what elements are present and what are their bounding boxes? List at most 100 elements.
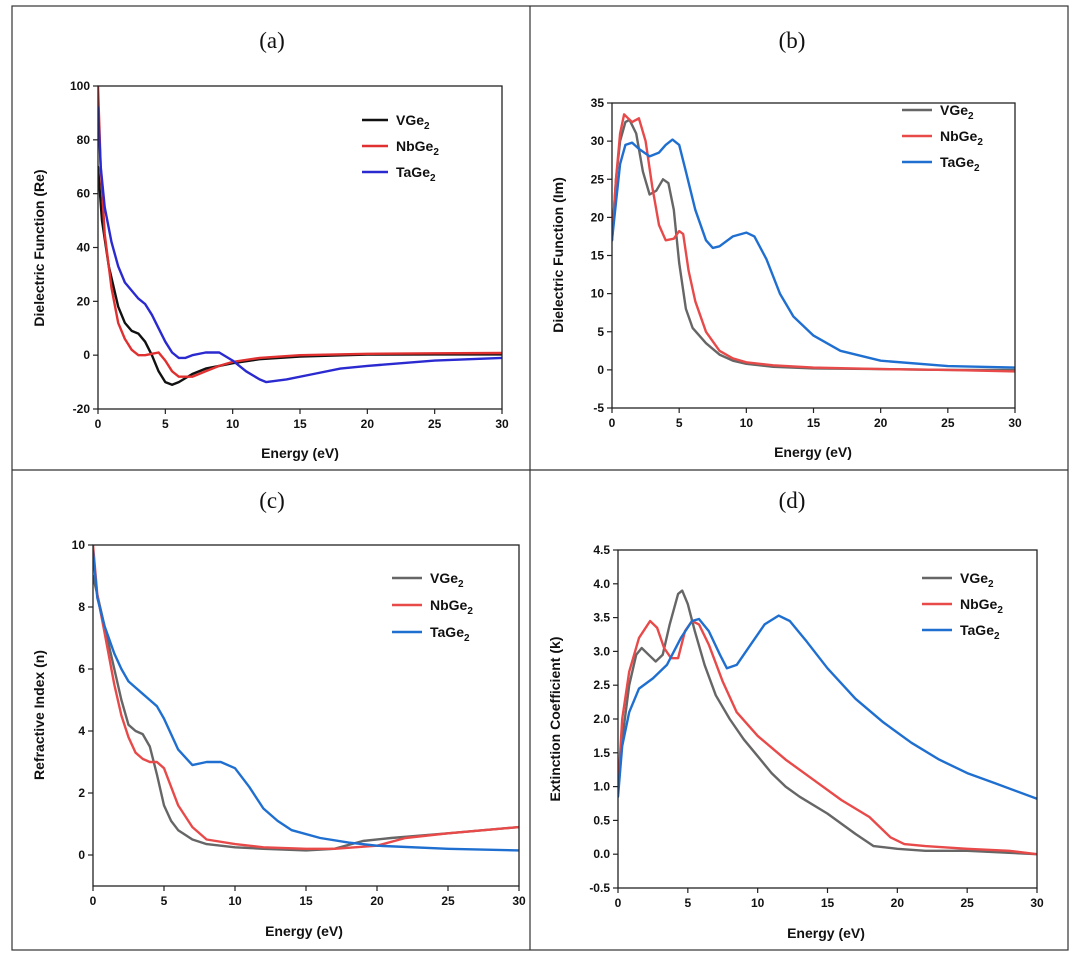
x-tick-label: 20 [874, 416, 888, 430]
y-tick-label: 0.5 [593, 813, 610, 827]
y-tick-label: 8 [78, 600, 85, 614]
panel-a: (a) 0 5 10 15 20 25 30 -20 0 20 40 60 80 100 Energy (eV… [31, 28, 509, 461]
legend-label: VGe2 [960, 570, 994, 590]
y-tick-label: 10 [72, 538, 86, 552]
y-tick-label: 4.0 [593, 577, 610, 591]
y-tick-label: 1.0 [593, 780, 610, 794]
x-tick-label: 0 [95, 417, 102, 431]
panel-label: (a) [259, 28, 285, 53]
figure-border [11, 5, 1069, 951]
legend-label: TaGe2 [960, 622, 1000, 642]
panel-b: (b) 0 5 10 15 20 25 30 -5 0 5 10 15 20 25 30 35 Energy (e… [550, 28, 1022, 460]
x-tick-label: 30 [1030, 896, 1044, 910]
legend-label: TaGe2 [430, 624, 470, 644]
y-axis-title: Dielectric Function (Re) [31, 169, 47, 326]
y-tick-label: 2.0 [593, 712, 610, 726]
series-group [618, 589, 1037, 856]
legend-label: VGe2 [430, 570, 464, 590]
y-axis-title: Dielectric Function (Im) [550, 177, 566, 333]
series-line-vge2 [98, 165, 502, 386]
x-tick-label: 25 [428, 417, 442, 431]
series-line-tage2 [98, 106, 502, 384]
y-tick-label: 6 [78, 662, 85, 676]
panel-c: (c) 0 5 10 15 20 25 30 0 2 4 6 8 10 Energy (eV) Refract… [31, 488, 526, 939]
x-tick-label: 15 [807, 416, 821, 430]
series-line-nbge2 [98, 86, 502, 378]
y-axis-title: Refractive Index (n) [31, 650, 47, 780]
panel-label: (b) [779, 28, 806, 53]
y-tick-label: 2 [78, 786, 85, 800]
legend-label: NbGe2 [396, 138, 439, 158]
y-tick-label: 100 [70, 79, 90, 93]
x-tick-label: 25 [960, 896, 974, 910]
y-tick-label: 5 [597, 325, 604, 339]
x-axis-title: Energy (eV) [261, 445, 339, 461]
x-tick-label: 15 [821, 896, 835, 910]
panel-d: (d) 0 5 10 15 20 25 30 -0.5 0.0 0.5 1.0 1.5 2.0 2.5 3.0… [547, 488, 1044, 941]
y-tick-label: 1.5 [593, 746, 610, 760]
y-tick-label: 4.5 [593, 543, 610, 557]
y-tick-label: 4 [78, 724, 85, 738]
legend-label: VGe2 [940, 102, 974, 122]
x-tick-label: 10 [226, 417, 240, 431]
y-axis-title: Extinction Coefficient (k) [547, 637, 563, 802]
y-tick-label: -0.5 [589, 881, 610, 895]
x-tick-label: 0 [609, 416, 616, 430]
y-tick-label: 30 [591, 134, 605, 148]
x-tick-label: 30 [512, 894, 526, 908]
x-tick-label: 20 [370, 894, 384, 908]
y-tick-label: 25 [591, 172, 605, 186]
x-tick-label: 25 [941, 416, 955, 430]
x-axis-title: Energy (eV) [774, 444, 852, 460]
x-tick-label: 30 [495, 417, 509, 431]
x-tick-label: 0 [615, 896, 622, 910]
panel-label: (c) [259, 488, 285, 513]
legend-label: NbGe2 [960, 596, 1003, 616]
x-tick-label: 15 [293, 417, 307, 431]
series-line-tage2 [618, 614, 1037, 800]
y-tick-label: 2.5 [593, 678, 610, 692]
y-tick-label: 3.5 [593, 611, 610, 625]
legend: VGe2 NbGe2 TaGe2 [362, 112, 439, 184]
y-tick-label: 3.0 [593, 644, 610, 658]
series-line-nbge2 [612, 113, 1015, 373]
x-tick-label: 10 [228, 894, 242, 908]
y-tick-label: 10 [591, 287, 605, 301]
x-tick-label: 5 [684, 896, 691, 910]
series-line-tage2 [612, 138, 1015, 369]
x-tick-label: 10 [740, 416, 754, 430]
y-tick-label: 0 [597, 363, 604, 377]
x-tick-label: 30 [1008, 416, 1022, 430]
series-line-nbge2 [618, 619, 1037, 856]
y-tick-label: 20 [77, 294, 91, 308]
x-tick-label: 10 [751, 896, 765, 910]
y-tick-label: 15 [591, 249, 605, 263]
y-tick-label: 0 [83, 348, 90, 362]
legend-label: NbGe2 [430, 597, 473, 617]
x-tick-label: 20 [361, 417, 375, 431]
series-line-nbge2 [93, 545, 519, 850]
legend-label: TaGe2 [940, 154, 980, 174]
y-tick-label: 40 [77, 241, 91, 255]
x-tick-label: 25 [441, 894, 455, 908]
y-tick-label: 80 [77, 133, 91, 147]
x-axis-title: Energy (eV) [787, 925, 865, 941]
legend-label: TaGe2 [396, 164, 436, 184]
y-tick-label: 0.0 [593, 847, 610, 861]
legend-label: NbGe2 [940, 128, 983, 148]
series-line-vge2 [618, 589, 1037, 856]
y-tick-label: -20 [73, 402, 91, 416]
y-tick-label: 0 [78, 848, 85, 862]
x-axis-title: Energy (eV) [265, 923, 343, 939]
y-tick-label: 20 [591, 210, 605, 224]
legend: VGe2 NbGe2 TaGe2 [922, 570, 1003, 642]
x-tick-label: 15 [299, 894, 313, 908]
series-group [612, 113, 1015, 373]
legend: VGe2 NbGe2 TaGe2 [392, 570, 473, 644]
x-tick-label: 0 [90, 894, 97, 908]
series-group [98, 86, 502, 386]
series-line-tage2 [93, 550, 519, 852]
y-tick-label: 35 [591, 96, 605, 110]
x-tick-label: 20 [891, 896, 905, 910]
